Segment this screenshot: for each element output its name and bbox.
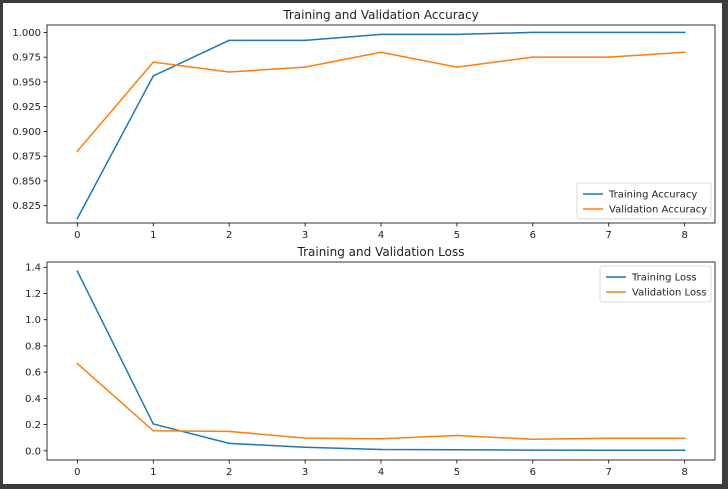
- data-point: [683, 51, 686, 54]
- legend-entry: Validation Loss: [632, 288, 707, 299]
- chart-title: Training and Validation Accuracy: [282, 8, 478, 22]
- data-point: [152, 75, 155, 77]
- x-tick-label: 4: [378, 467, 384, 478]
- y-tick-label: 0.0: [25, 446, 41, 457]
- figure: Training and Validation Accuracy 0 1 2 3 4 5 6 7…: [3, 3, 722, 484]
- data-point: [456, 66, 458, 68]
- data-point: [683, 31, 686, 34]
- y-tick-label: 0.4: [25, 394, 41, 405]
- data-point: [228, 71, 231, 73]
- data-point: [380, 51, 382, 54]
- data-point: [228, 430, 231, 433]
- data-point: [456, 434, 458, 437]
- y-tick-label: 0.8: [25, 341, 41, 352]
- y-tick-label: 0.900: [12, 127, 41, 138]
- data-point: [607, 437, 610, 440]
- legend-entry: Training Accuracy: [608, 190, 697, 201]
- data-point: [607, 56, 610, 59]
- data-point: [531, 449, 534, 452]
- y-tick-label: 0.950: [12, 77, 41, 88]
- legend: Training Accuracy Validation Accuracy: [576, 182, 712, 220]
- x-tick-label: 3: [302, 467, 308, 478]
- legend: Training Loss Validation Loss: [599, 265, 712, 303]
- legend-entry: Validation Accuracy: [609, 205, 707, 216]
- y-tick-label: 0.850: [12, 176, 41, 187]
- x-tick-label: 2: [226, 467, 232, 478]
- data-point: [304, 446, 306, 449]
- data-point: [607, 31, 610, 34]
- data-point: [152, 423, 155, 425]
- series-line-2: [76, 51, 685, 152]
- chart-2: Training and Validation Loss 0 1 2 3 4 5 6 7 8 0.0…: [25, 245, 716, 478]
- x-tick-label: 8: [681, 230, 687, 241]
- data-point: [228, 442, 231, 445]
- x-tick-label: 0: [74, 230, 80, 241]
- data-point: [152, 429, 155, 432]
- x-tick-label: 1: [150, 230, 156, 241]
- legend-box: [599, 265, 712, 303]
- x-tick-label: 1: [150, 467, 156, 478]
- y-tick-label: 1.4: [25, 263, 41, 274]
- data-point: [531, 56, 534, 59]
- x-tick-label: 5: [454, 467, 460, 478]
- data-point: [683, 449, 686, 452]
- legend-box: [576, 182, 712, 220]
- series-line-1: [76, 270, 685, 452]
- data-point: [304, 39, 306, 42]
- data-point: [76, 150, 79, 153]
- data-point: [76, 362, 79, 365]
- data-point: [76, 217, 79, 220]
- legend-entry: Training Loss: [631, 273, 697, 284]
- data-point: [304, 66, 306, 68]
- x-tick-label: 3: [302, 230, 308, 241]
- data-point: [380, 33, 382, 36]
- x-tick-label: 5: [454, 230, 460, 241]
- data-point: [152, 61, 155, 64]
- y-tick-label: 0.6: [25, 368, 41, 379]
- y-tick-label: 1.0: [25, 315, 41, 326]
- y-tick-label: 1.000: [12, 28, 41, 39]
- x-tick-label: 6: [530, 230, 536, 241]
- x-tick-label: 7: [606, 467, 612, 478]
- data-point: [531, 438, 534, 441]
- data-point: [228, 39, 231, 42]
- figure-canvas: Training and Validation Accuracy 0 1 2 3 4 5 6 7…: [12, 8, 716, 478]
- data-point: [304, 437, 306, 440]
- data-point: [380, 437, 382, 440]
- chart-1: Training and Validation Accuracy 0 1 2 3 4 5 6 7…: [12, 8, 716, 241]
- y-tick-label: 0.2: [25, 420, 41, 431]
- x-tick-label: 7: [606, 230, 612, 241]
- data-point: [76, 270, 79, 273]
- y-tick-label: 0.825: [12, 201, 41, 212]
- x-tick-label: 0: [74, 467, 80, 478]
- y-tick-label: 0.875: [12, 152, 41, 163]
- x-tick-label: 6: [530, 467, 536, 478]
- data-point: [683, 437, 686, 440]
- data-point: [607, 449, 610, 452]
- x-tick-label: 4: [378, 230, 384, 241]
- data-point: [531, 31, 534, 34]
- y-tick-label: 0.975: [12, 53, 41, 64]
- data-point: [456, 33, 458, 36]
- x-tick-label: 8: [681, 467, 687, 478]
- data-point: [380, 448, 382, 451]
- x-tick-label: 2: [226, 230, 232, 241]
- y-tick-label: 0.925: [12, 102, 41, 113]
- chart-title: Training and Validation Loss: [297, 245, 465, 259]
- data-point: [456, 448, 458, 451]
- y-tick-label: 1.2: [25, 289, 41, 300]
